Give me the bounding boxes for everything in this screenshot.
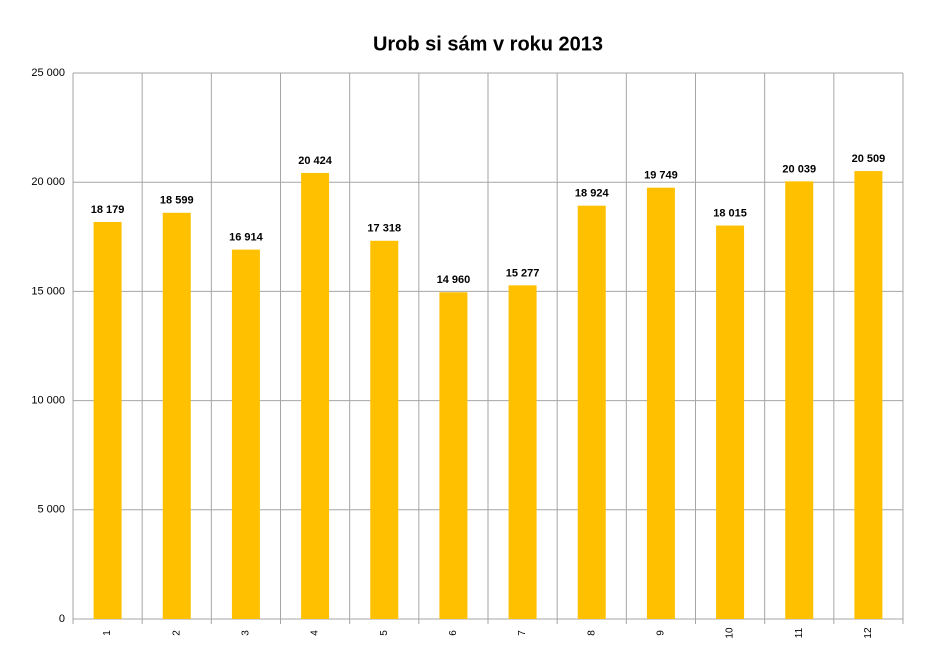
x-tick-label: 1	[102, 630, 113, 636]
x-tick-label: 6	[448, 630, 459, 636]
data-label: 18 599	[160, 195, 194, 207]
data-label: 18 015	[713, 207, 747, 219]
data-label: 17 318	[367, 223, 401, 235]
bar	[577, 205, 606, 620]
bar	[646, 187, 675, 620]
bar	[370, 240, 399, 619]
y-tick-label: 10 000	[31, 395, 65, 407]
x-tick-label: 4	[310, 630, 321, 636]
bar	[785, 181, 814, 619]
y-tick-label: 20 000	[31, 176, 65, 188]
bar	[301, 172, 330, 620]
x-tick-label: 7	[517, 630, 528, 636]
x-tick-label: 9	[656, 630, 667, 636]
bar	[854, 171, 883, 619]
data-label: 20 424	[298, 155, 333, 167]
x-tick-label: 8	[586, 630, 597, 636]
bar	[93, 221, 122, 619]
data-label: 18 179	[91, 204, 125, 216]
data-label: 14 960	[437, 274, 471, 286]
x-tick-label: 12	[863, 627, 874, 639]
bar	[231, 249, 260, 619]
chart-title: Urob si sám v roku 2013	[373, 33, 603, 55]
x-tick-label: 10	[725, 627, 736, 639]
y-tick-label: 15 000	[31, 285, 65, 297]
bar	[508, 285, 537, 619]
x-tick-label: 11	[794, 627, 805, 638]
data-label: 18 924	[575, 188, 610, 200]
bar	[162, 212, 191, 619]
data-label: 19 749	[644, 170, 678, 182]
bar	[716, 225, 745, 619]
y-tick-label: 5 000	[37, 504, 65, 516]
x-tick-label: 5	[379, 630, 390, 636]
x-tick-label: 2	[171, 630, 182, 636]
data-label: 20 509	[852, 153, 886, 165]
y-tick-label: 25 000	[31, 67, 65, 79]
x-tick-label: 3	[241, 630, 252, 636]
data-label: 15 277	[506, 267, 540, 279]
data-label: 16 914	[229, 232, 264, 244]
y-tick-label: 0	[59, 613, 65, 625]
data-label: 20 039	[782, 163, 816, 175]
bar	[439, 292, 468, 619]
